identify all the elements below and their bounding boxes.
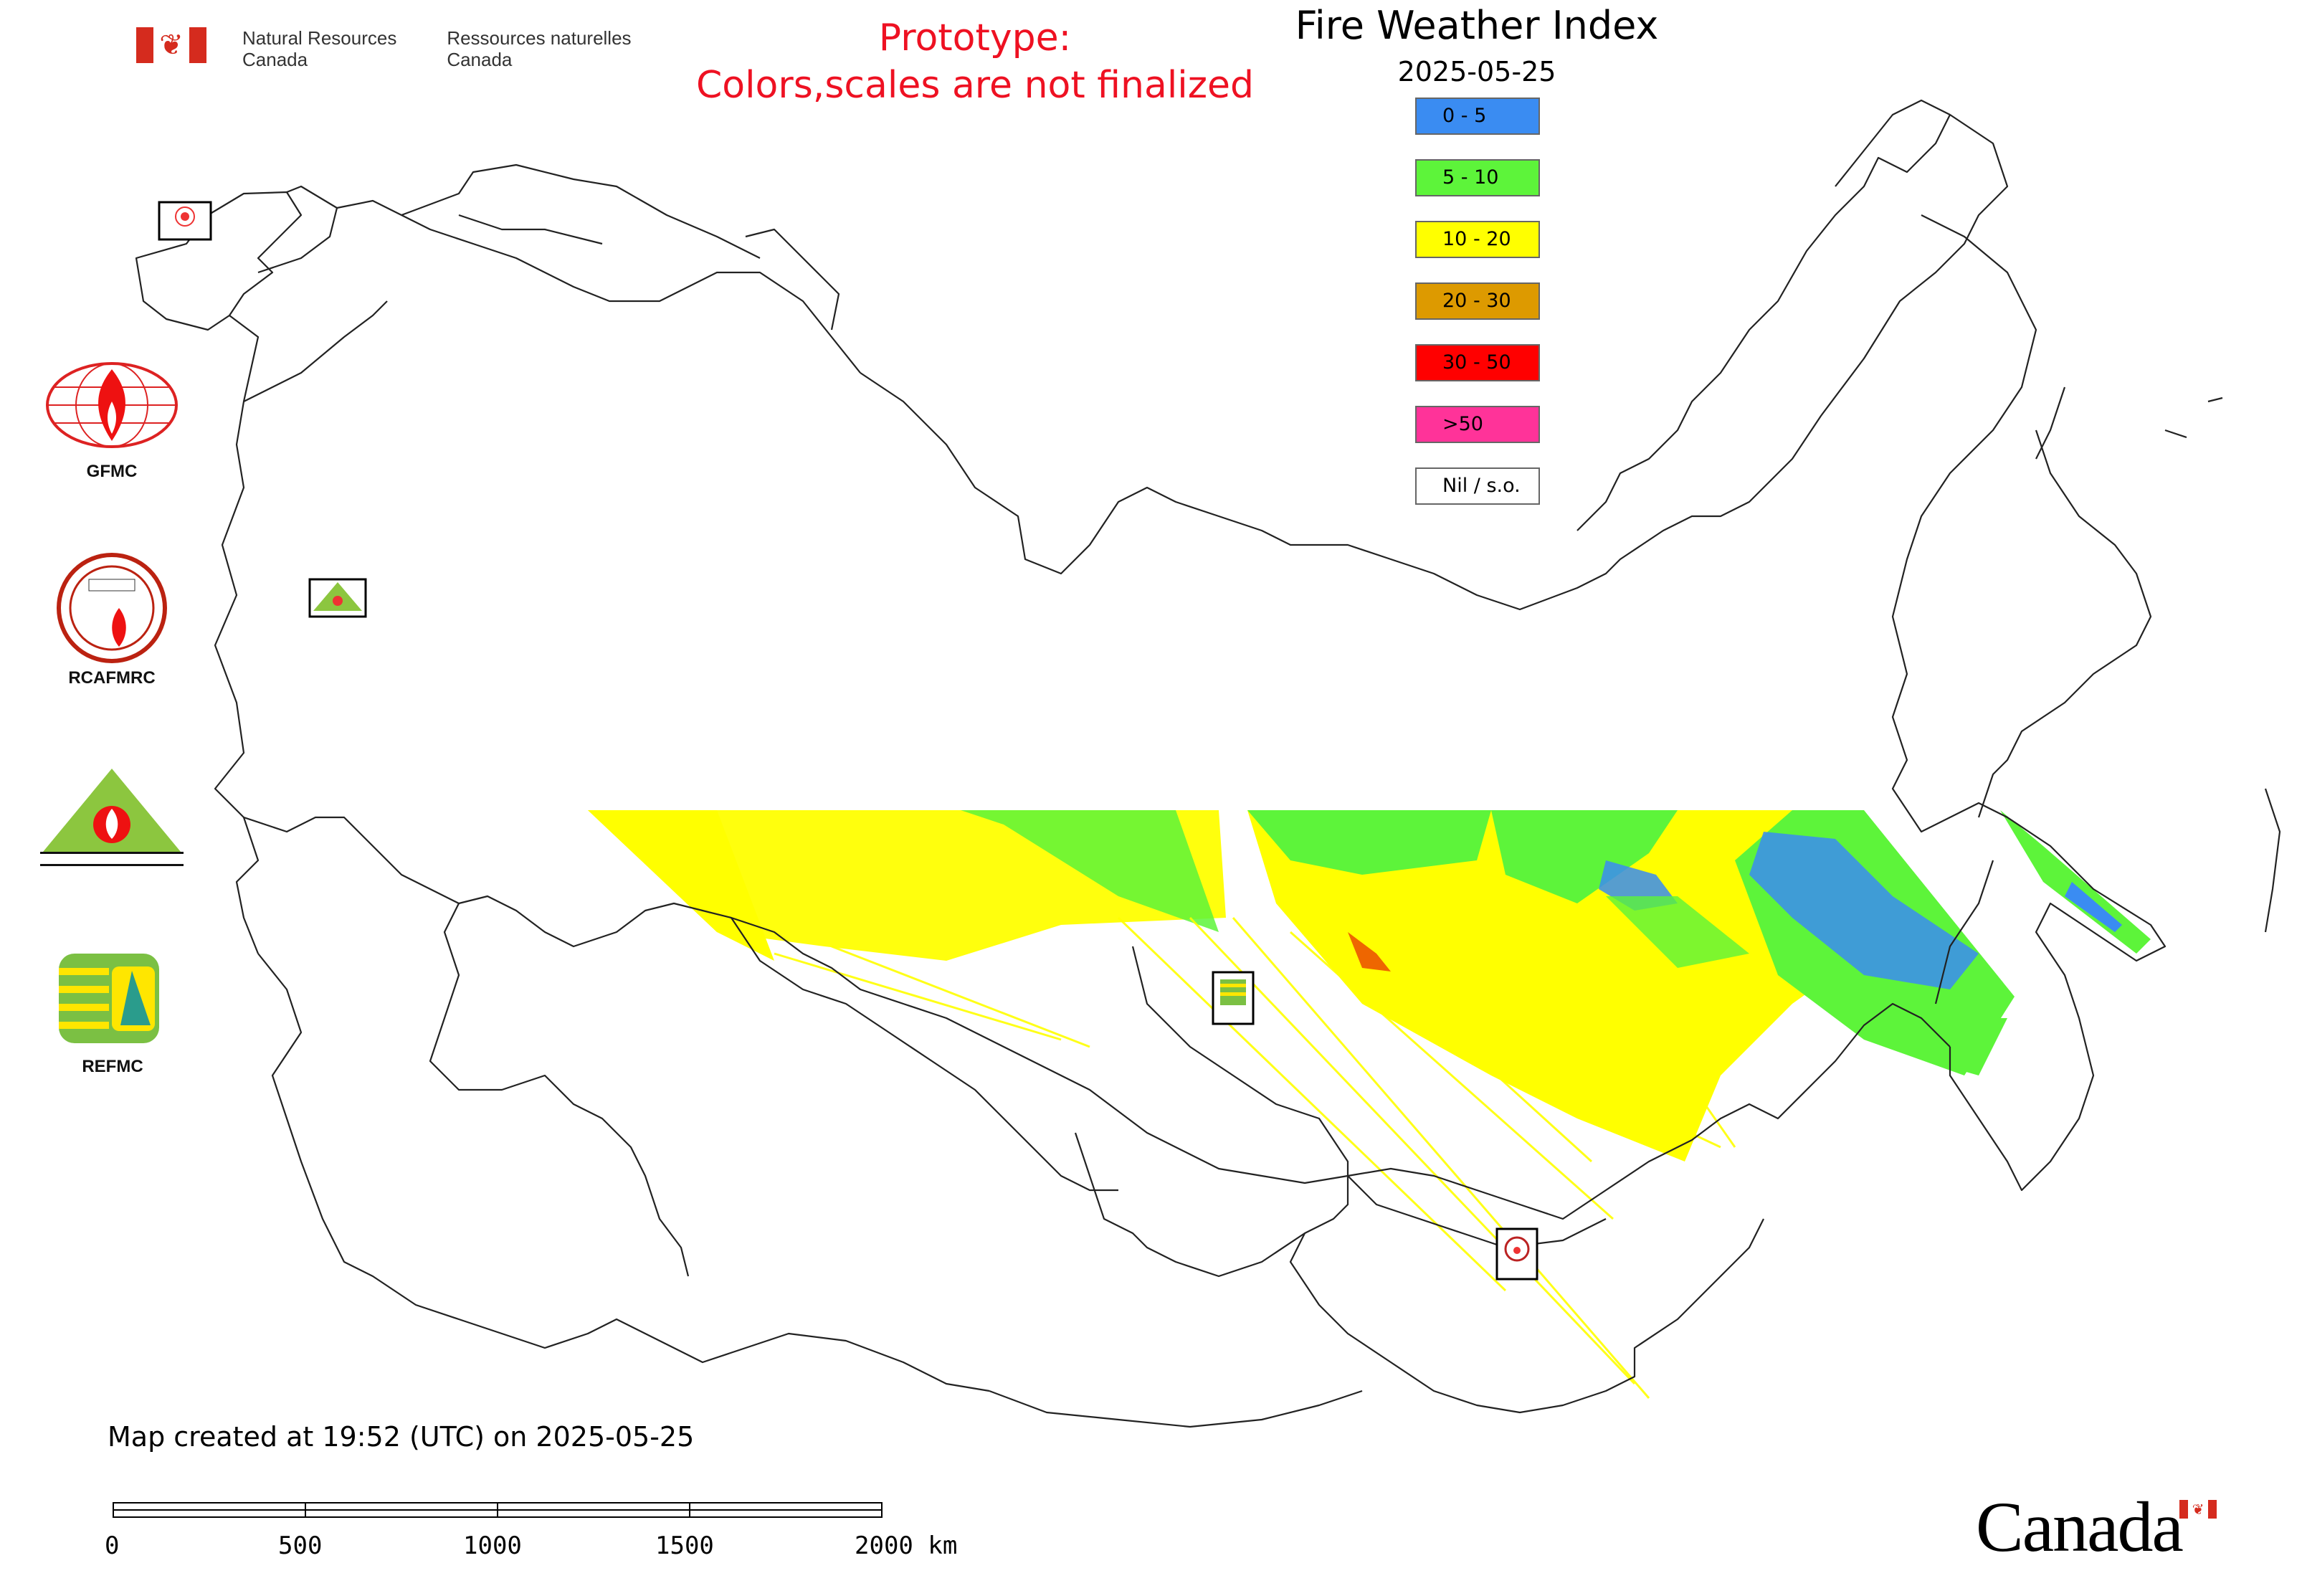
nrcan-english: Natural Resources Canada [242,27,396,70]
legend-label: >50 [1442,413,1483,435]
canada-wordmark: Canada [1976,1486,2184,1568]
canada-wordmark-text: Canada [1976,1487,2184,1567]
scale-tick-1500: 1500 [655,1531,714,1560]
rcafmrc-label: RCAFMRC [68,668,156,688]
gfmc-logo: GFMC [40,358,184,482]
refmc-logo-icon [59,954,159,1043]
nrcan-fr-line2: Canada [447,49,513,70]
nrcan-en-line2: Canada [242,49,308,70]
fwi-raster [588,810,2151,1399]
scale-tick-0: 0 [105,1531,120,1560]
scale-tick-500: 500 [278,1531,323,1560]
legend-label: Nil / s.o. [1442,475,1521,497]
map-created-text: Map created at 19:52 (UTC) on 2025-05-25 [108,1421,695,1453]
legend-item-20-30: 20 - 30 [1415,282,1540,320]
legend-item-gt50: >50 [1415,406,1540,443]
reefmc-logo-icon [40,769,184,866]
legend-item-30-50: 30 - 50 [1415,344,1540,381]
reefmc-logo [40,766,184,869]
nrcan-signature: ❦ Natural Resources Canada Ressources na… [136,27,632,70]
legend-label: 30 - 50 [1442,351,1511,374]
legend-label: 0 - 5 [1442,105,1487,127]
nrcan-en-line1: Natural Resources [242,27,397,49]
map-marker-reefmc [308,578,367,618]
prototype-line1: Prototype: [878,16,1072,60]
scale-tick-2000: 2000 km [855,1531,958,1560]
gfmc-logo-icon [46,362,178,448]
legend-item-0-5: 0 - 5 [1415,98,1540,135]
legend-label: 5 - 10 [1442,166,1499,189]
wordmark-flag-icon: ❦ [2179,1500,2217,1519]
legend-item-10-20: 10 - 20 [1415,221,1540,258]
legend-label: 20 - 30 [1442,290,1511,312]
canada-flag-icon: ❦ [136,27,206,63]
map-date: 2025-05-25 [1397,56,1556,87]
country-borders [135,99,2281,1428]
nrcan-fr-line1: Ressources naturelles [447,27,632,49]
rcafmrc-logo: RCAFMRC [40,551,184,688]
scale-bar [113,1502,883,1518]
scale-tick-1000: 1000 [463,1531,522,1560]
legend-label: 10 - 20 [1442,228,1511,250]
prototype-line2: Colors,scales are not finalized [695,64,1255,107]
gfmc-label: GFMC [86,462,138,481]
nrcan-french: Ressources naturelles Canada [447,27,631,70]
map-marker-refmc [1212,971,1255,1025]
refmc-label: REFMC [82,1057,143,1076]
legend-item-nil: Nil / s.o. [1415,467,1540,505]
map-marker-gfmc [158,201,212,241]
refmc-logo: REFMC [52,946,173,1077]
map-marker-rcafmrc [1495,1227,1538,1281]
prototype-notice: Prototype: Colors,scales are not finaliz… [645,14,1305,109]
rcafmrc-logo-icon [57,553,167,663]
map-title: Fire Weather Index [1295,3,1659,48]
legend-item-5-10: 5 - 10 [1415,159,1540,196]
